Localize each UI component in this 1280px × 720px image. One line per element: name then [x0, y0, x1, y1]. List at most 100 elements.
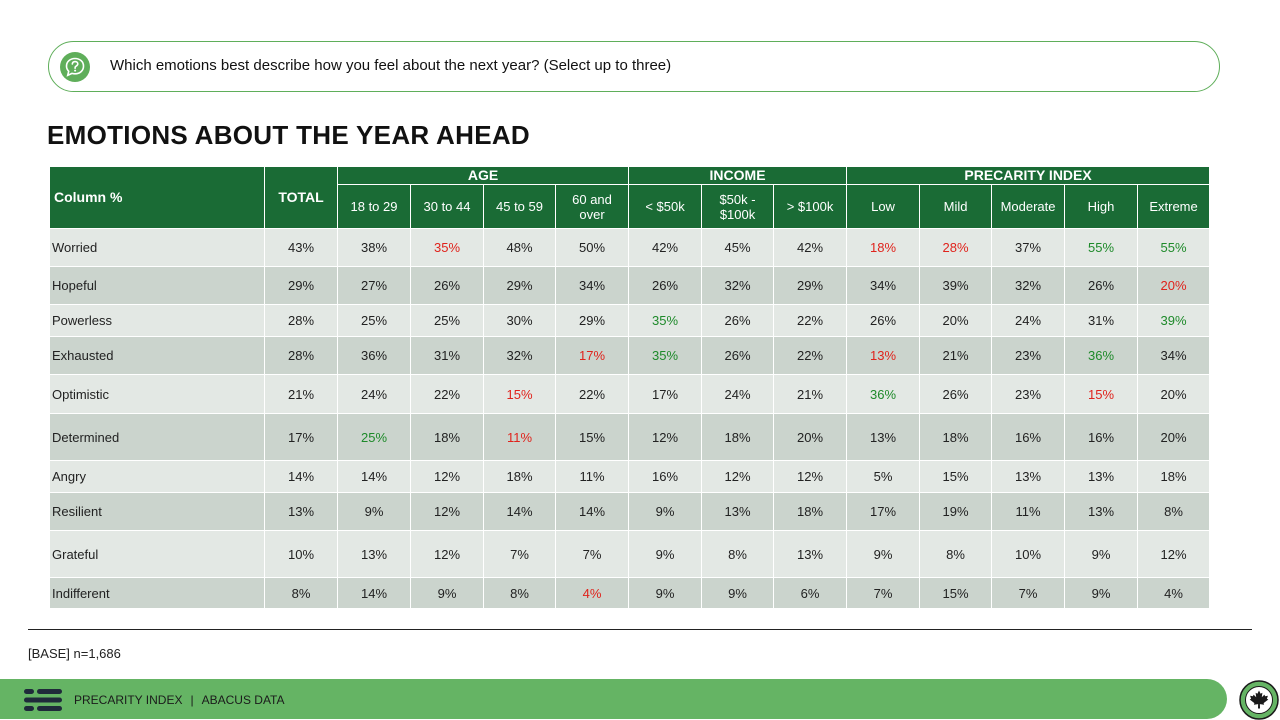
value-cell: 17%: [628, 374, 703, 414]
value-cell: 9%: [701, 577, 775, 609]
footnote-divider: [28, 629, 1252, 630]
value-cell: 9%: [1064, 530, 1139, 578]
row-label: Angry: [49, 460, 265, 493]
value-cell: 42%: [628, 228, 703, 267]
total-cell: 28%: [264, 336, 338, 375]
value-cell: 10%: [991, 530, 1066, 578]
value-cell: 15%: [919, 577, 993, 609]
value-cell: 13%: [991, 460, 1066, 493]
table-row: Optimistic 21% 24% 22% 15% 22% 17% 24% 21% 36% 26%…: [49, 374, 1211, 414]
value-cell: 39%: [919, 266, 993, 305]
value-cell: 25%: [410, 304, 484, 337]
value-cell: 35%: [628, 336, 703, 375]
value-cell: 9%: [337, 492, 411, 531]
table-row: Determined 17% 25% 18% 11% 15% 12% 18% 20% 13% 18%…: [49, 413, 1211, 461]
value-cell: 14%: [554, 492, 630, 531]
value-cell: 21%: [919, 336, 993, 375]
value-cell: 13%: [773, 530, 848, 578]
group-header-precarity: PRECARITY INDEX: [846, 166, 1211, 185]
table-row: Angry 14% 14% 12% 18% 11% 16% 12% 12% 5% 15% 13% 13%…: [49, 460, 1211, 493]
maple-leaf-badge-icon: [1239, 680, 1279, 720]
column-header: High: [1064, 184, 1139, 229]
row-label: Optimistic: [49, 374, 265, 414]
value-cell: 20%: [1137, 413, 1211, 461]
value-cell: 9%: [1064, 577, 1139, 609]
question-bubble-icon: [60, 52, 90, 82]
column-header: 60 and over: [554, 184, 630, 229]
value-cell: 23%: [991, 374, 1066, 414]
value-cell: 20%: [1137, 374, 1211, 414]
value-cell: 12%: [701, 460, 775, 493]
column-header: 18 to 29: [337, 184, 411, 229]
value-cell: 20%: [1137, 266, 1211, 305]
question-text: Which emotions best describe how you fee…: [110, 57, 672, 74]
row-label: Indifferent: [49, 577, 265, 609]
value-cell: 29%: [773, 266, 848, 305]
column-header: Mild: [919, 184, 993, 229]
value-cell: 23%: [991, 336, 1066, 375]
value-cell: 24%: [701, 374, 775, 414]
value-cell: 7%: [554, 530, 630, 578]
total-cell: 21%: [264, 374, 338, 414]
table-row: Hopeful 29% 27% 26% 29% 34% 26% 32% 29% 34% 39% 32%…: [49, 266, 1211, 305]
value-cell: 4%: [1137, 577, 1211, 609]
value-cell: 20%: [773, 413, 848, 461]
value-cell: 26%: [1064, 266, 1139, 305]
value-cell: 13%: [1064, 460, 1139, 493]
value-cell: 18%: [701, 413, 775, 461]
value-cell: 35%: [410, 228, 484, 267]
row-label: Powerless: [49, 304, 265, 337]
value-cell: 37%: [991, 228, 1066, 267]
value-cell: 19%: [919, 492, 993, 531]
value-cell: 9%: [628, 577, 703, 609]
column-header: 45 to 59: [483, 184, 556, 229]
value-cell: 12%: [410, 492, 484, 531]
value-cell: 18%: [410, 413, 484, 461]
value-cell: 18%: [919, 413, 993, 461]
table-row: Grateful 10% 13% 12% 7% 7% 9% 8% 13% 9% 8% 10% 9% 12%: [49, 530, 1211, 578]
value-cell: 26%: [919, 374, 993, 414]
footer-band: [0, 679, 1227, 719]
value-cell: 22%: [773, 336, 848, 375]
value-cell: 15%: [483, 374, 556, 414]
table-row: Indifferent 8% 14% 9% 8% 4% 9% 9% 6% 7% 15% 7% 9% 4%: [49, 577, 1211, 609]
table-row: Worried 43% 38% 35% 48% 50% 42% 45% 42% 18% 28% 37%…: [49, 228, 1211, 267]
value-cell: 12%: [410, 460, 484, 493]
value-cell: 20%: [919, 304, 993, 337]
group-header-age: AGE: [336, 166, 630, 185]
column-header: Moderate: [991, 184, 1066, 229]
footer-left: PRECARITY INDEX: [74, 693, 183, 707]
value-cell: 17%: [554, 336, 630, 375]
value-cell: 32%: [483, 336, 556, 375]
value-cell: 25%: [337, 413, 411, 461]
total-cell: 17%: [264, 413, 338, 461]
value-cell: 13%: [846, 336, 921, 375]
value-cell: 29%: [554, 304, 630, 337]
total-header: TOTAL: [264, 166, 338, 229]
column-header: $50k - $100k: [701, 184, 775, 229]
value-cell: 38%: [337, 228, 411, 267]
value-cell: 32%: [991, 266, 1066, 305]
column-header: > $100k: [773, 184, 848, 229]
value-cell: 8%: [919, 530, 993, 578]
value-cell: 32%: [701, 266, 775, 305]
row-label: Grateful: [49, 530, 265, 578]
column-header: Extreme: [1137, 184, 1211, 229]
value-cell: 11%: [991, 492, 1066, 531]
value-cell: 34%: [554, 266, 630, 305]
value-cell: 30%: [483, 304, 556, 337]
value-cell: 18%: [773, 492, 848, 531]
crosstab-table: Column % TOTAL AGE INCOME PRECARITY INDE…: [49, 166, 1211, 609]
value-cell: 6%: [773, 577, 848, 609]
column-header: < $50k: [628, 184, 703, 229]
value-cell: 14%: [483, 492, 556, 531]
value-cell: 48%: [483, 228, 556, 267]
value-cell: 7%: [846, 577, 921, 609]
value-cell: 4%: [554, 577, 630, 609]
value-cell: 8%: [483, 577, 556, 609]
value-cell: 9%: [846, 530, 921, 578]
value-cell: 16%: [991, 413, 1066, 461]
table-row: Powerless 28% 25% 25% 30% 29% 35% 26% 22% 26% 20% 2…: [49, 304, 1211, 337]
value-cell: 39%: [1137, 304, 1211, 337]
abacus-logo-icon: [24, 689, 62, 711]
